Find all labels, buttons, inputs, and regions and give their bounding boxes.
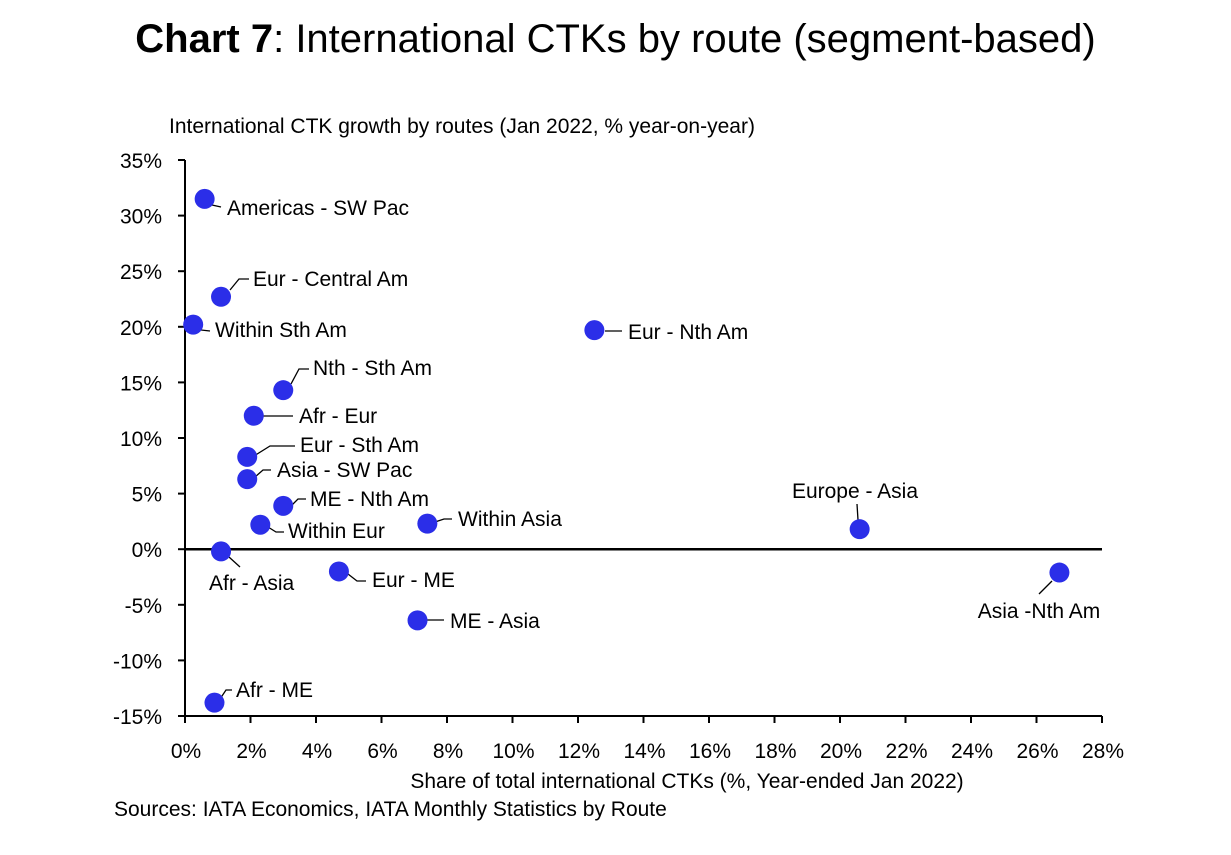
data-point [243, 405, 264, 426]
data-point [417, 513, 438, 534]
point-label: Afr - Asia [209, 572, 295, 595]
point-label: Asia - SW Pac [277, 459, 412, 482]
y-tick-label: 10% [120, 428, 162, 451]
leader-line [856, 503, 859, 521]
point-label: Eur - Central Am [253, 268, 408, 291]
leader-line [347, 573, 366, 582]
point-label: Within Sth Am [215, 319, 347, 342]
point-label: Within Asia [458, 508, 562, 531]
point-label: Americas - SW Pac [227, 197, 409, 220]
y-tick-label: 5% [132, 484, 162, 507]
point-label: ME - Asia [450, 610, 540, 633]
data-point [211, 286, 232, 307]
point-label: Eur - Sth Am [300, 434, 419, 457]
leader-line [200, 329, 211, 332]
y-tick-label: 20% [120, 317, 162, 340]
x-tick-label: 24% [951, 740, 993, 763]
data-point [237, 469, 258, 490]
chart-heading: Chart 7: International CTKs by route (se… [0, 14, 1231, 64]
leader-line [290, 498, 306, 507]
x-tick-label: 16% [689, 740, 731, 763]
axes: 35% 30% 25% 20% 15% 10% 5% 0% -5% -10% -15% 0% 2% 4% 6… [113, 150, 1124, 763]
x-tick-label: 8% [433, 740, 463, 763]
leader-line [434, 518, 452, 523]
x-tick-label: 6% [367, 740, 397, 763]
leader-lines [200, 204, 1053, 700]
point-label: Eur - Nth Am [628, 321, 748, 344]
data-point [194, 188, 215, 209]
x-tick-label: 2% [236, 740, 266, 763]
data-point [211, 541, 232, 562]
data-point [273, 380, 294, 401]
x-tick-label: 28% [1082, 740, 1124, 763]
y-tick-label: 30% [120, 206, 162, 229]
x-tick-label: 26% [1016, 740, 1058, 763]
leader-line [253, 445, 295, 457]
data-point [407, 610, 428, 631]
chart-heading-bold: Chart 7 [135, 17, 274, 61]
y-tick-label: 0% [132, 539, 162, 562]
data-point [237, 446, 258, 467]
x-tick-label: 0% [171, 740, 201, 763]
leader-line [229, 278, 249, 291]
x-tick-label: 22% [885, 740, 927, 763]
y-tick-label: 35% [120, 150, 162, 173]
y-tick-label: -10% [113, 650, 162, 673]
point-label: Nth - Sth Am [313, 357, 432, 380]
data-point [250, 514, 271, 535]
data-point [1049, 562, 1070, 583]
point-label: Asia -Nth Am [978, 600, 1101, 623]
leader-line [211, 204, 222, 208]
data-point [273, 495, 294, 516]
leader-line [267, 526, 284, 533]
point-label: Eur - ME [372, 569, 455, 592]
x-tick-label: 12% [558, 740, 600, 763]
plot-title: International CTK growth by routes (Jan … [169, 115, 755, 138]
point-label: Europe - Asia [792, 480, 918, 503]
data-point [183, 314, 204, 335]
x-tick-label: 10% [492, 740, 534, 763]
data-points [183, 188, 1070, 713]
leader-line [1038, 580, 1053, 595]
y-tick-label: -15% [113, 706, 162, 729]
x-tick-label: 18% [754, 740, 796, 763]
leader-line [254, 469, 271, 478]
point-label: Within Eur [288, 520, 385, 543]
point-label: Afr - ME [236, 679, 313, 702]
sources-note: Sources: IATA Economics, IATA Monthly St… [114, 798, 667, 821]
point-label: Afr - Eur [299, 405, 377, 428]
leader-line [228, 556, 241, 568]
x-tick-label: 14% [623, 740, 665, 763]
leader-line [290, 368, 309, 385]
point-label: ME - Nth Am [310, 488, 429, 511]
data-point [204, 692, 225, 713]
data-point [584, 320, 605, 341]
chart-heading-rest: : International CTKs by route (segment-b… [273, 17, 1096, 61]
x-axis-label: Share of total international CTKs (%, Ye… [410, 770, 963, 793]
data-point [328, 561, 349, 582]
x-tick-label: 4% [302, 740, 332, 763]
leader-line [219, 689, 232, 700]
y-tick-label: 15% [120, 372, 162, 395]
x-tick-label: 20% [820, 740, 862, 763]
y-tick-label: -5% [125, 595, 162, 618]
data-point [849, 519, 870, 540]
y-tick-label: 25% [120, 261, 162, 284]
point-labels: Americas - SW Pac Eur - Central Am Within … [209, 197, 1100, 702]
